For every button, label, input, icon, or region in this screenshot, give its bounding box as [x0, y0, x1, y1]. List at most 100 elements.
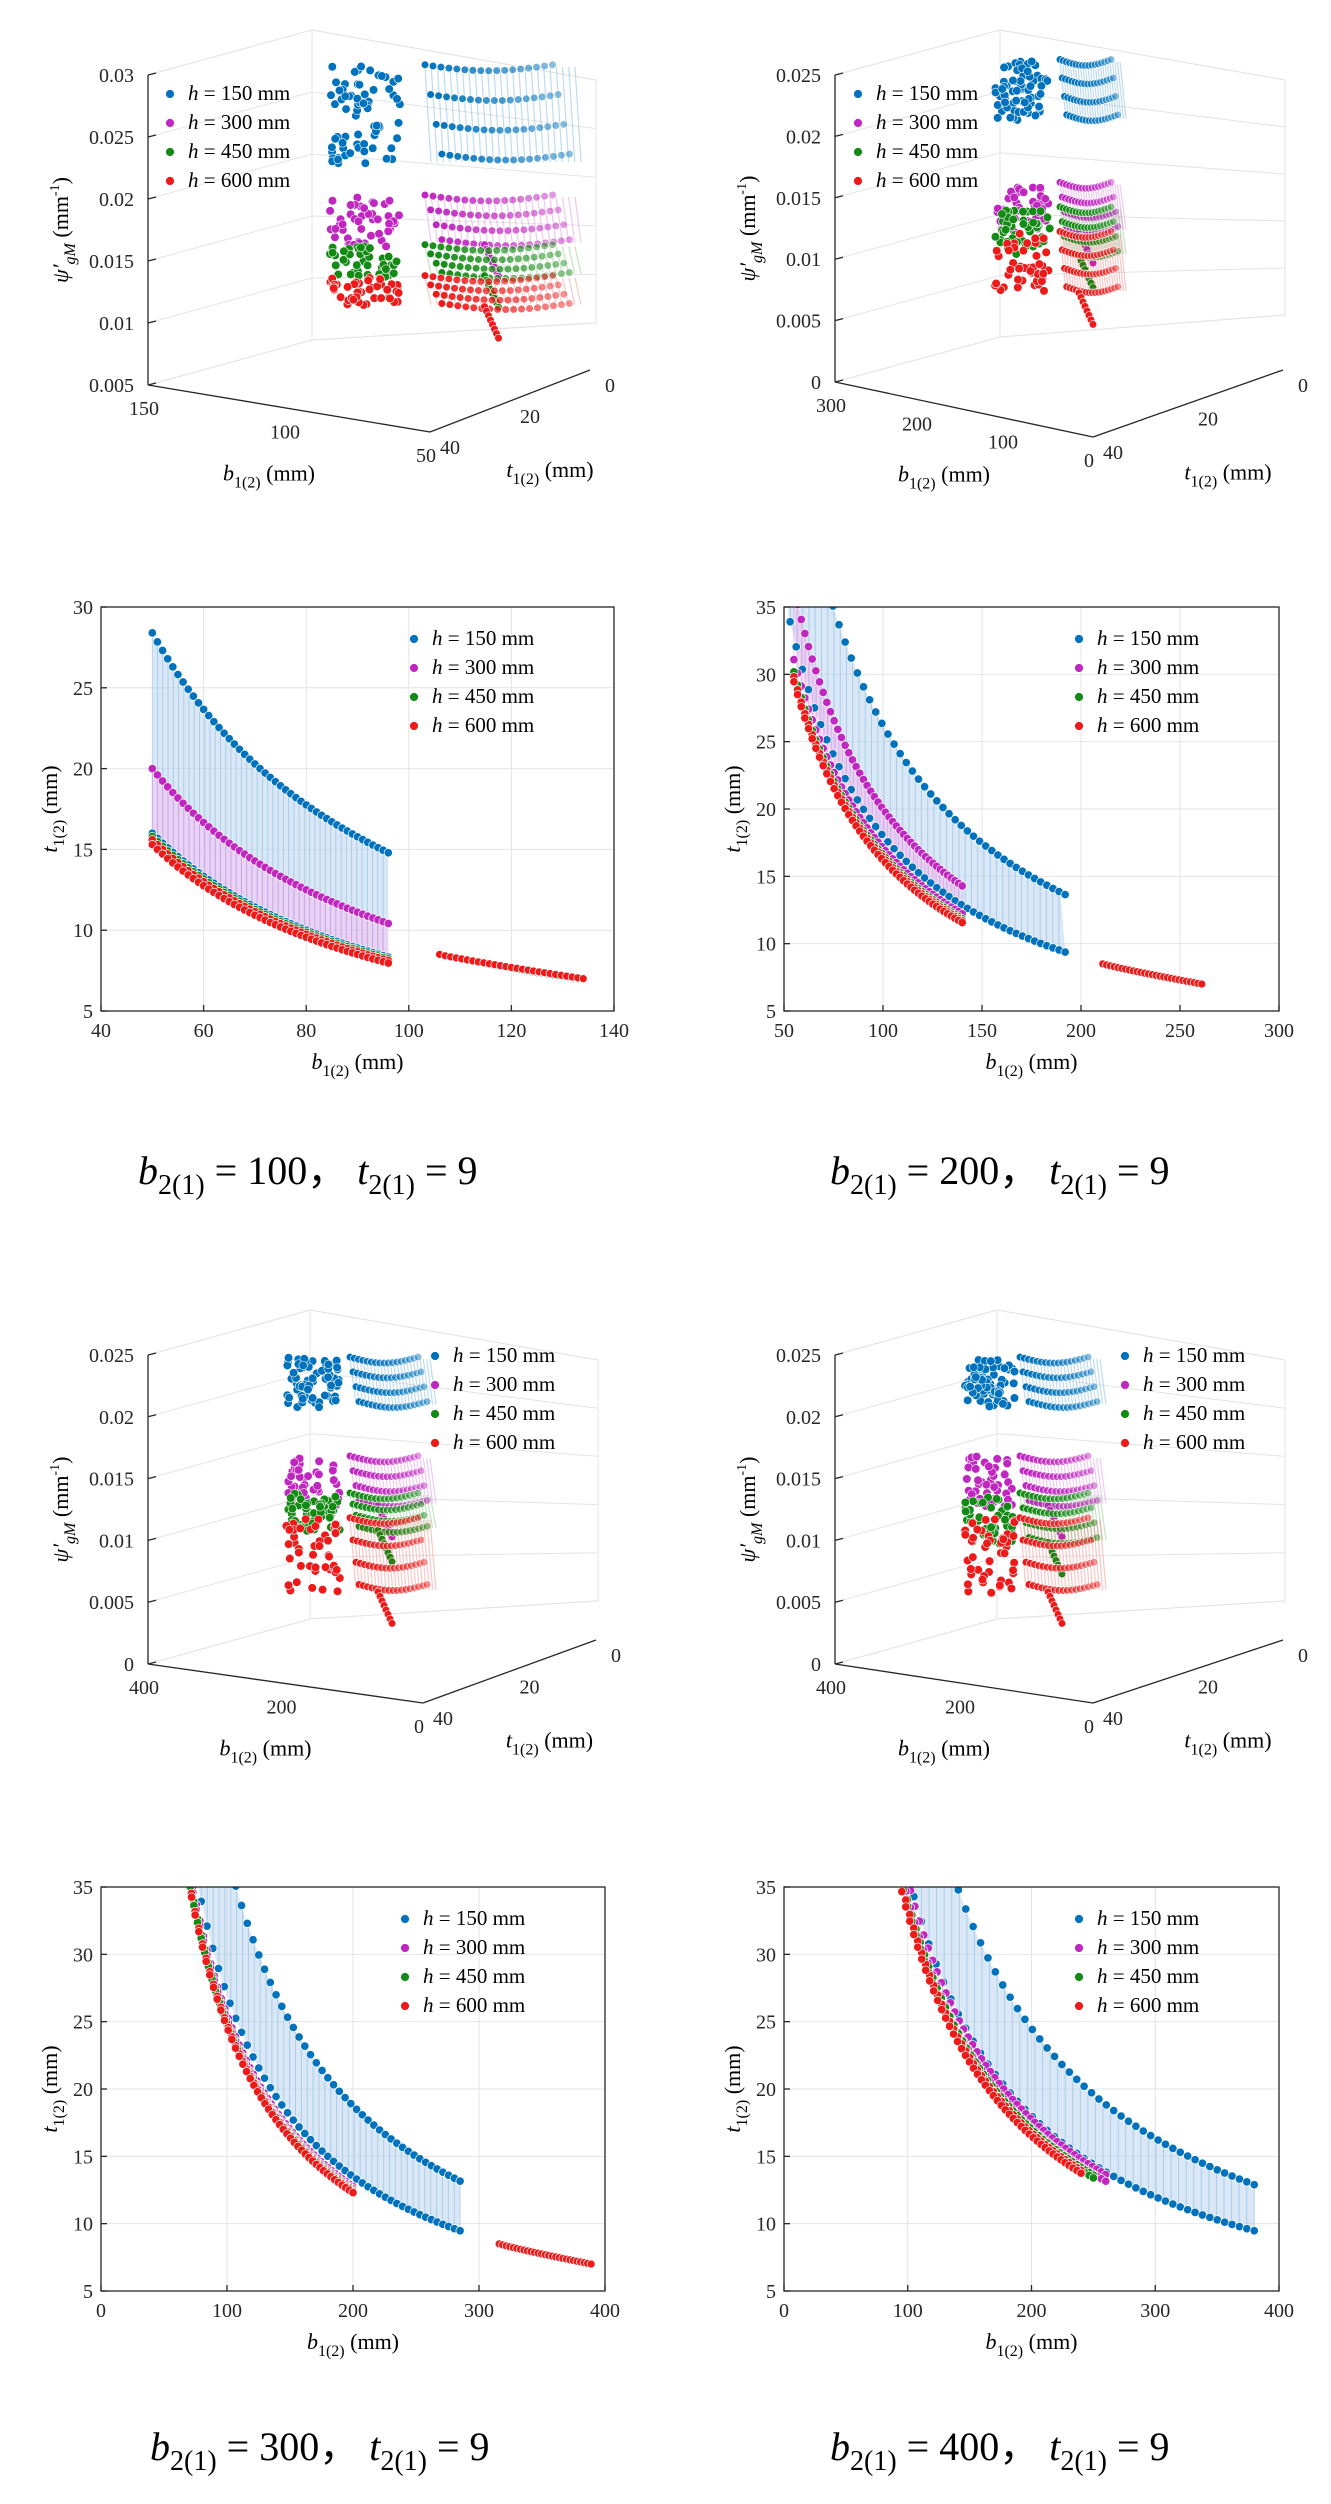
band-line: [1079, 233, 1087, 291]
data-point: [1123, 2116, 1134, 2126]
band-line: [399, 1359, 407, 1405]
data-point: [541, 302, 550, 311]
data-point: [328, 1465, 338, 1476]
data-point: [1002, 1458, 1012, 1469]
data-point: [807, 654, 817, 664]
data-point: [385, 293, 395, 304]
legend-entry: h = 450 mm: [423, 1964, 525, 1988]
data-point: [530, 284, 539, 293]
data-point: [1027, 2024, 1037, 2035]
data-point: [828, 607, 838, 611]
band-line: [356, 1519, 364, 1590]
data-point: [1106, 227, 1116, 236]
data-point: [1089, 1481, 1099, 1490]
data-point: [294, 1547, 304, 1558]
data-point: [364, 284, 375, 295]
data-point: [464, 124, 473, 133]
data-point: [1094, 2094, 1104, 2104]
legend-entry: h = 450 mm: [188, 139, 290, 163]
data-point: [353, 216, 364, 226]
band-line: [493, 66, 501, 163]
z-axis-label: ψ′gM (mm-1): [735, 176, 766, 282]
data-point: [548, 190, 557, 200]
data-point: [381, 154, 392, 164]
data-point: [508, 276, 517, 285]
data-point: [1111, 264, 1120, 273]
band-line: [1029, 1359, 1037, 1405]
band-line: [386, 1519, 394, 1590]
data-point: [432, 120, 441, 129]
data-point: [971, 1372, 981, 1382]
data-point: [346, 200, 356, 210]
t-tick-label: 20: [1198, 409, 1218, 431]
data-point: [508, 245, 517, 254]
data-point: [437, 149, 446, 159]
band-line: [536, 196, 545, 243]
data-point: [800, 628, 810, 639]
data-point: [1079, 2081, 1089, 2091]
data-point: [419, 1382, 429, 1391]
data-point: [1022, 238, 1032, 248]
data-point: [1034, 101, 1044, 112]
data-point: [1040, 194, 1050, 204]
z-tick-label: 0.025: [89, 1345, 134, 1367]
data-point: [393, 73, 403, 84]
legend-marker: [430, 1409, 440, 1419]
data-point: [814, 752, 825, 762]
band-line: [1099, 1494, 1107, 1541]
band-line: [1039, 1494, 1047, 1541]
data-point: [506, 211, 515, 220]
data-point: [1028, 218, 1038, 228]
data-point: [514, 254, 523, 263]
data-point: [1072, 2074, 1082, 2084]
band-line: [1114, 184, 1122, 230]
data-point: [971, 1464, 981, 1474]
data-point: [514, 285, 523, 294]
band-line: [412, 1519, 420, 1590]
band-line: [422, 1519, 430, 1590]
band-line: [406, 1519, 414, 1590]
data-point: [422, 1580, 432, 1589]
x-tick-label: 400: [590, 2300, 620, 2322]
data-point: [546, 91, 555, 100]
data-point: [314, 1402, 324, 1412]
data-point: [426, 205, 435, 214]
z-tick-label: 0.025: [89, 127, 134, 149]
data-point: [1086, 1466, 1096, 1475]
y-axis-label: t1(2) (mm): [37, 765, 68, 852]
band-line: [359, 1359, 367, 1405]
data-point: [303, 1471, 313, 1481]
band-line: [1099, 1457, 1107, 1504]
data-point: [549, 301, 558, 310]
data-point: [248, 1935, 258, 1945]
data-point: [331, 260, 341, 270]
legend-marker: [165, 147, 175, 157]
legend-entry: h = 300 mm: [423, 1935, 525, 1959]
band-line: [1082, 1359, 1090, 1405]
data-point: [338, 255, 349, 265]
band-line: [1111, 233, 1120, 291]
plot-area: [785, 607, 1207, 989]
data-point: [419, 1481, 429, 1490]
data-point: [1160, 2139, 1171, 2149]
data-point: [466, 254, 475, 263]
data-point: [469, 154, 478, 163]
band-line: [416, 1494, 424, 1529]
data-point: [969, 1362, 979, 1372]
legend-entry: h = 450 mm: [432, 684, 534, 708]
y-axis-label: t1(2) (mm): [720, 765, 751, 852]
data-point: [474, 286, 483, 295]
data-point: [455, 2176, 465, 2186]
back-edge: [834, 29, 1286, 81]
data-point: [332, 1565, 342, 1575]
data-point: [1035, 2034, 1045, 2044]
data-point: [307, 1583, 317, 1593]
band-line: [424, 246, 432, 274]
data-point: [984, 1556, 995, 1566]
data-point: [811, 743, 821, 753]
b-axis-label: b1(2) (mm): [898, 1736, 990, 1767]
data-point: [1109, 73, 1118, 83]
data-point: [186, 1892, 197, 1902]
data-point: [479, 226, 489, 235]
